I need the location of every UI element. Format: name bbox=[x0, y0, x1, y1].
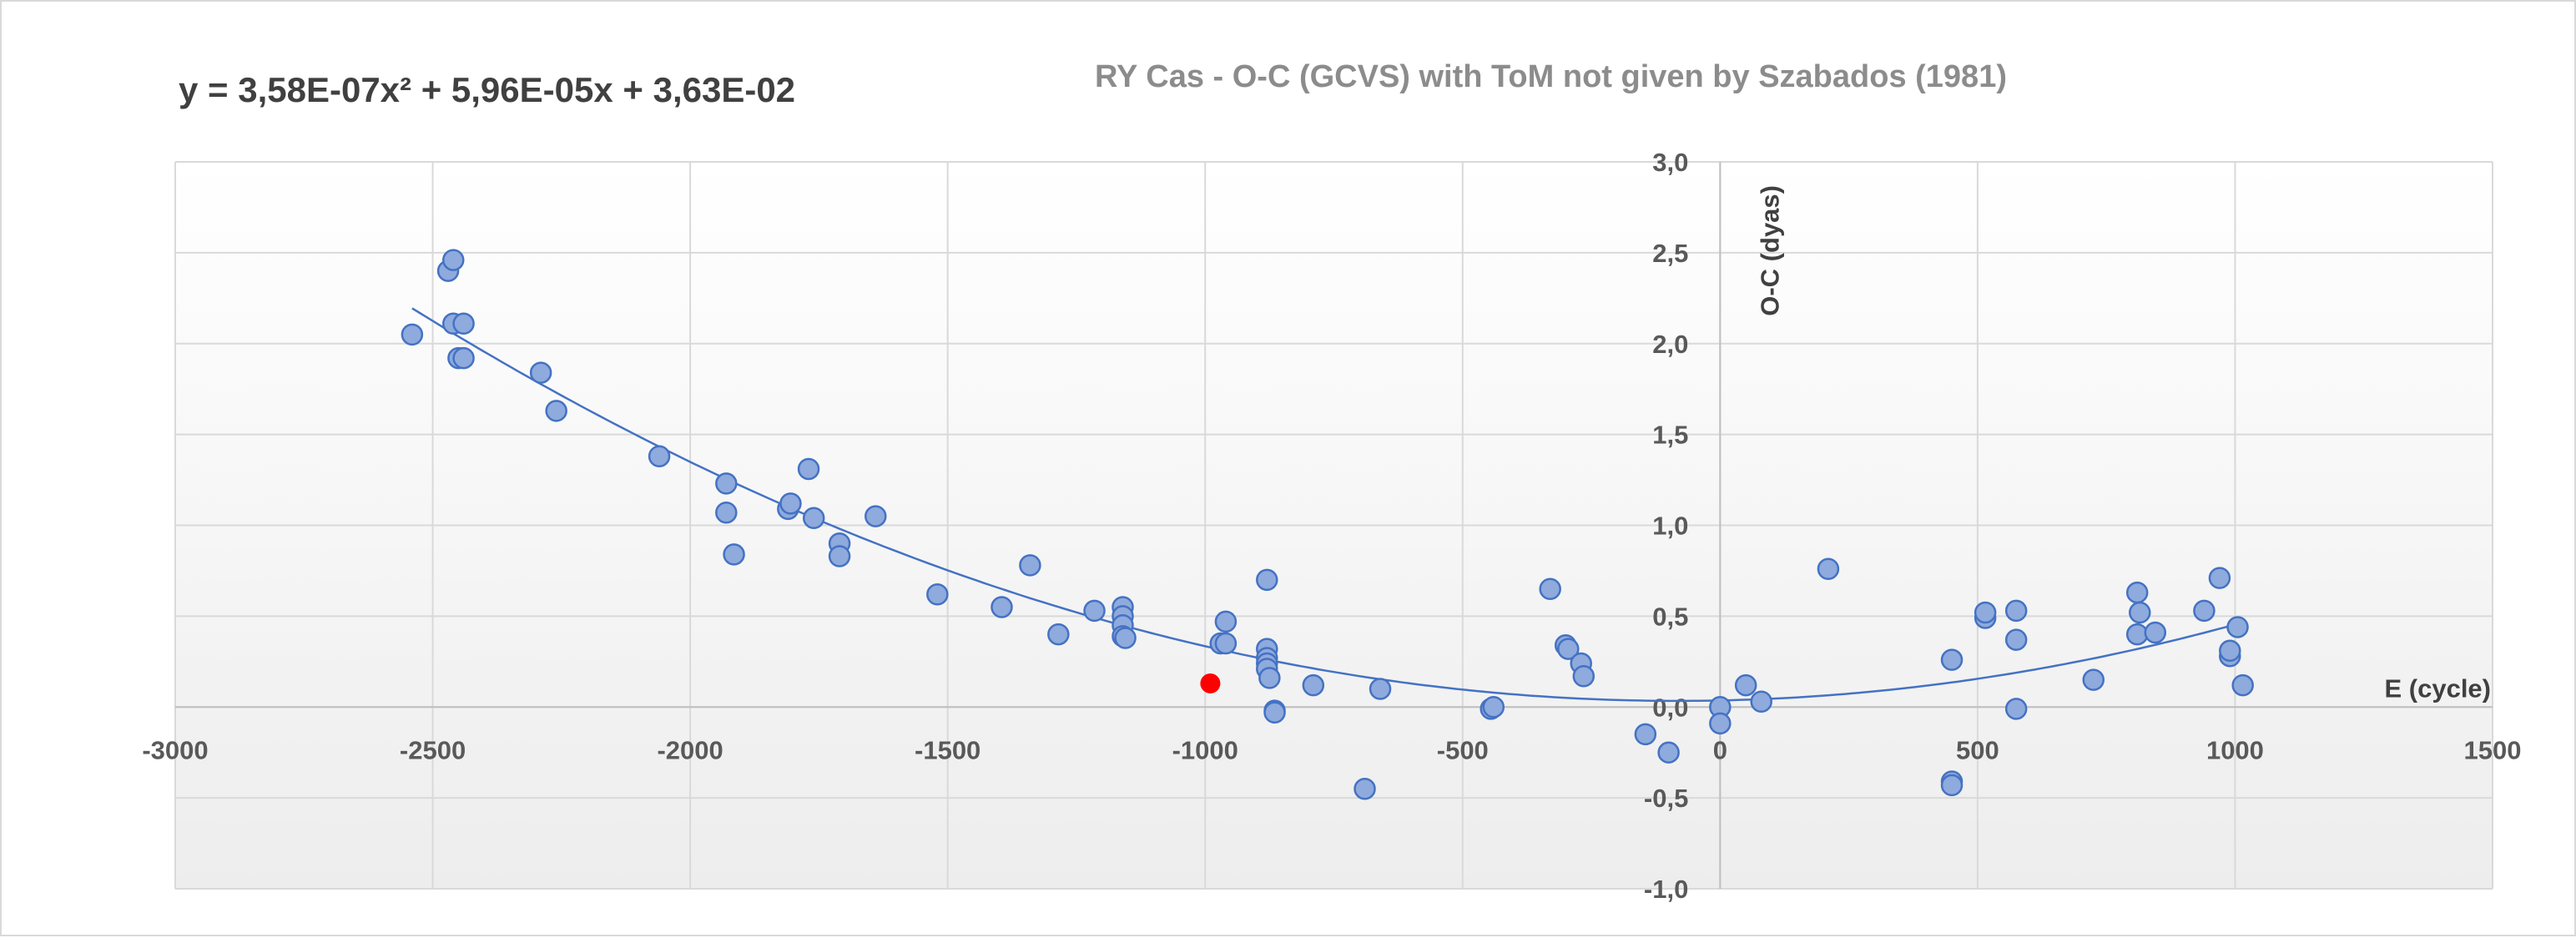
tick-labels: -3000 -2500 -2000 -1500 -1000 -500 0 500 1000 150… bbox=[142, 148, 2521, 904]
data-point bbox=[401, 323, 424, 346]
data-point bbox=[2004, 698, 2028, 720]
data-point bbox=[452, 312, 475, 335]
x-axis-title: E (cycle) bbox=[2384, 673, 2491, 703]
data-point bbox=[1369, 678, 1392, 700]
x-tick-label: 500 bbox=[1956, 735, 1999, 764]
data-point bbox=[1572, 664, 1596, 688]
data-point bbox=[1258, 667, 1281, 689]
data-point bbox=[2231, 673, 2254, 697]
trendline bbox=[411, 307, 2241, 703]
data-point bbox=[1214, 632, 1238, 655]
data-points bbox=[401, 249, 2254, 800]
data-point bbox=[1940, 774, 1964, 797]
x-tick-label: -2500 bbox=[400, 735, 466, 764]
data-point bbox=[865, 505, 887, 527]
data-point bbox=[2125, 581, 2149, 604]
gridlines bbox=[174, 161, 2493, 890]
x-tick-label: -2000 bbox=[657, 735, 723, 764]
x-tick-label: 1500 bbox=[2464, 735, 2522, 764]
y-tick-label: 1,0 bbox=[1652, 512, 1688, 541]
y-tick-label: 0,5 bbox=[1652, 602, 1688, 631]
data-point bbox=[797, 457, 820, 481]
data-point bbox=[2226, 616, 2249, 638]
data-point bbox=[1263, 701, 1286, 724]
chart-title: RY Cas - O-C (GCVS) with ToM not given b… bbox=[1095, 59, 2007, 94]
y-tick-label: -0,5 bbox=[1644, 784, 1688, 813]
data-point bbox=[2125, 623, 2149, 646]
data-point bbox=[2219, 639, 2241, 662]
data-point bbox=[1557, 638, 1580, 660]
data-point bbox=[802, 507, 825, 530]
data-point bbox=[1974, 601, 1997, 624]
data-point bbox=[2144, 621, 2167, 644]
data-point bbox=[828, 545, 851, 567]
highlighted-data-point bbox=[1200, 673, 1221, 693]
y-tick-label: 2,0 bbox=[1652, 330, 1688, 359]
data-point bbox=[2004, 628, 2028, 651]
x-tick-label: -1000 bbox=[1172, 735, 1238, 764]
x-tick-label: -500 bbox=[1437, 735, 1489, 764]
x-tick-label: -3000 bbox=[142, 735, 208, 764]
data-point bbox=[1539, 577, 1561, 600]
data-point bbox=[1657, 741, 1680, 764]
trendline-equation: y = 3,58E-07x² + 5,96E-05x + 3,63E-02 bbox=[179, 70, 795, 109]
data-point bbox=[2208, 567, 2231, 589]
data-point bbox=[441, 249, 465, 271]
data-point bbox=[715, 502, 738, 524]
x-tick-label: -1500 bbox=[915, 735, 980, 764]
data-point bbox=[2004, 599, 2028, 623]
data-point bbox=[1214, 610, 1238, 633]
data-point bbox=[2193, 599, 2216, 623]
y-tick-label: 0,0 bbox=[1652, 693, 1688, 722]
data-point bbox=[1354, 777, 1376, 800]
y-tick-label: 3,0 bbox=[1652, 148, 1688, 177]
y-tick-label: -1,0 bbox=[1644, 875, 1688, 904]
data-point bbox=[1482, 696, 1505, 719]
data-point bbox=[545, 400, 567, 422]
axes bbox=[175, 162, 2493, 889]
data-point bbox=[779, 492, 802, 515]
data-point bbox=[926, 582, 949, 606]
y-axis-title: O-C (dyas) bbox=[1755, 185, 1784, 316]
data-point bbox=[1750, 690, 1772, 713]
data-point bbox=[452, 346, 475, 370]
data-point bbox=[1083, 599, 1106, 623]
data-point bbox=[1817, 557, 1840, 581]
data-point bbox=[723, 543, 745, 566]
data-point bbox=[648, 445, 671, 468]
data-point bbox=[1709, 712, 1732, 735]
data-point bbox=[1634, 723, 1657, 746]
x-tick-label: 1000 bbox=[2206, 735, 2264, 764]
data-point bbox=[1734, 673, 1757, 697]
data-point bbox=[1019, 554, 1041, 577]
data-point bbox=[1940, 648, 1964, 671]
data-point bbox=[529, 361, 552, 384]
data-point bbox=[991, 596, 1013, 618]
data-point bbox=[715, 472, 738, 495]
y-tick-label: 2,5 bbox=[1652, 239, 1688, 268]
data-point bbox=[1302, 673, 1325, 697]
x-tick-label: 0 bbox=[1713, 735, 1727, 764]
data-point bbox=[1047, 623, 1070, 646]
y-tick-label: 1,5 bbox=[1652, 421, 1688, 450]
data-point bbox=[2129, 601, 2151, 624]
data-point bbox=[2082, 668, 2105, 691]
data-point bbox=[1114, 627, 1137, 649]
data-point bbox=[1256, 568, 1278, 592]
